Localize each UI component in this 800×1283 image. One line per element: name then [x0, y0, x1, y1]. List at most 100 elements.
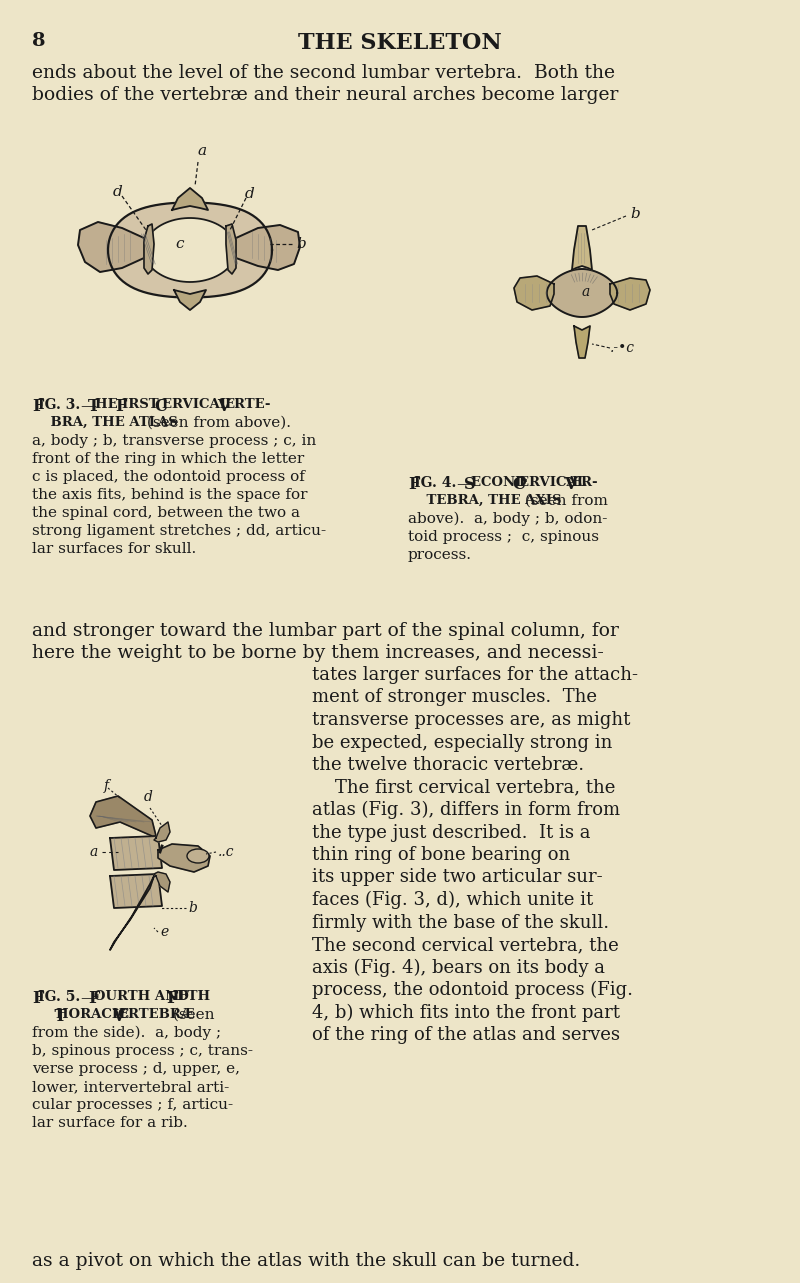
Polygon shape [78, 222, 144, 272]
Text: toid process ;  c, spinous: toid process ; c, spinous [408, 530, 599, 544]
Text: a: a [582, 285, 590, 299]
Text: 4, b) which fits into the front part: 4, b) which fits into the front part [312, 1003, 620, 1021]
Polygon shape [572, 226, 592, 269]
Polygon shape [514, 276, 554, 310]
Text: ERTE-: ERTE- [224, 398, 270, 411]
Text: .-•c: .-•c [610, 341, 635, 355]
Text: c: c [176, 237, 184, 251]
Text: ment of stronger muscles.  The: ment of stronger muscles. The [312, 689, 597, 707]
Text: ERVICAL: ERVICAL [519, 476, 590, 489]
Text: be expected, especially strong in: be expected, especially strong in [312, 734, 612, 752]
Text: T: T [88, 398, 100, 414]
Text: e: e [160, 925, 168, 939]
Text: F: F [166, 990, 178, 1007]
Text: the type just described.  It is a: the type just described. It is a [312, 824, 590, 842]
Text: IG. 5.: IG. 5. [38, 990, 80, 1005]
Text: S: S [464, 476, 475, 493]
Text: F: F [115, 398, 126, 414]
Polygon shape [174, 290, 206, 310]
Text: T: T [32, 1008, 66, 1025]
Text: (seen from: (seen from [520, 494, 608, 508]
Text: F: F [32, 398, 43, 414]
Text: V: V [564, 476, 576, 493]
Text: The second cervical vertebra, the: The second cervical vertebra, the [312, 937, 618, 955]
Text: lower, intervertebral arti-: lower, intervertebral arti- [32, 1080, 230, 1094]
Text: a: a [198, 144, 206, 158]
Text: —: — [80, 990, 96, 1007]
Text: b: b [630, 207, 640, 221]
Polygon shape [154, 872, 170, 892]
Text: transverse processes are, as might: transverse processes are, as might [312, 711, 630, 729]
Text: (seen: (seen [168, 1008, 214, 1023]
Text: ERTEBRÆ: ERTEBRÆ [118, 1008, 194, 1021]
Text: process, the odontoid process (Fig.: process, the odontoid process (Fig. [312, 981, 633, 999]
Text: firmly with the base of the skull.: firmly with the base of the skull. [312, 913, 609, 931]
Text: ECOND: ECOND [471, 476, 531, 489]
Text: lar surfaces for skull.: lar surfaces for skull. [32, 541, 196, 556]
Text: b, spinous process ; c, trans-: b, spinous process ; c, trans- [32, 1044, 253, 1058]
Polygon shape [158, 844, 210, 872]
Text: d: d [113, 185, 123, 199]
Text: c is placed, the odontoid process of: c is placed, the odontoid process of [32, 470, 305, 484]
Text: d: d [143, 790, 153, 804]
Text: ends about the level of the second lumbar vertebra.  Both the: ends about the level of the second lumba… [32, 64, 615, 82]
Polygon shape [610, 278, 650, 310]
Text: process.: process. [408, 548, 472, 562]
Text: 8: 8 [32, 32, 46, 50]
Text: atlas (Fig. 3), differs in form from: atlas (Fig. 3), differs in form from [312, 801, 620, 820]
Text: a: a [90, 845, 98, 860]
Text: V: V [112, 1008, 124, 1025]
Text: as a pivot on which the atlas with the skull can be turned.: as a pivot on which the atlas with the s… [32, 1252, 580, 1270]
Text: lar surface for a rib.: lar surface for a rib. [32, 1116, 188, 1130]
Text: faces (Fig. 3, d), which unite it: faces (Fig. 3, d), which unite it [312, 890, 594, 910]
Text: of the ring of the atlas and serves: of the ring of the atlas and serves [312, 1026, 620, 1044]
Text: bodies of the vertebræ and their neural arches become larger: bodies of the vertebræ and their neural … [32, 86, 618, 104]
Text: the axis fits, behind is the space for: the axis fits, behind is the space for [32, 488, 307, 502]
Text: and stronger toward the lumbar part of the spinal column, for: and stronger toward the lumbar part of t… [32, 622, 619, 640]
Text: thin ring of bone bearing on: thin ring of bone bearing on [312, 845, 570, 863]
Text: C: C [512, 476, 525, 493]
Text: the twelve thoracic vertebræ.: the twelve thoracic vertebræ. [312, 756, 584, 774]
Text: HE: HE [95, 398, 122, 411]
Text: (seen from above).: (seen from above). [142, 416, 291, 430]
Text: b: b [296, 237, 306, 251]
Polygon shape [574, 326, 590, 358]
Polygon shape [144, 225, 154, 275]
Ellipse shape [187, 849, 209, 863]
Text: its upper side two articular sur-: its upper side two articular sur- [312, 869, 602, 887]
Text: —: — [456, 476, 472, 493]
Text: cular processes ; f, articu-: cular processes ; f, articu- [32, 1098, 233, 1112]
Text: ER-: ER- [571, 476, 598, 489]
Text: strong ligament stretches ; dd, articu-: strong ligament stretches ; dd, articu- [32, 523, 326, 538]
Text: BRA, THE ATLAS: BRA, THE ATLAS [32, 416, 178, 429]
Text: b: b [188, 901, 197, 915]
Text: V: V [217, 398, 230, 414]
Text: C: C [154, 398, 166, 414]
Text: a, body ; b, transverse process ; c, in: a, body ; b, transverse process ; c, in [32, 434, 316, 448]
Text: IRST: IRST [122, 398, 163, 411]
Polygon shape [172, 189, 208, 210]
Text: HORACIC: HORACIC [56, 1008, 134, 1021]
Polygon shape [110, 837, 162, 870]
Text: f: f [103, 779, 109, 793]
Text: axis (Fig. 4), bears on its body a: axis (Fig. 4), bears on its body a [312, 958, 605, 976]
Text: above).  a, body ; b, odon-: above). a, body ; b, odon- [408, 512, 607, 526]
Text: F: F [88, 990, 99, 1007]
Text: IG. 3.: IG. 3. [38, 398, 80, 412]
Text: ..c: ..c [218, 845, 234, 860]
Polygon shape [226, 225, 236, 275]
Polygon shape [110, 876, 154, 949]
Text: d: d [245, 187, 255, 201]
Polygon shape [110, 874, 162, 908]
Text: here the weight to be borne by them increases, and necessi-: here the weight to be borne by them incr… [32, 644, 604, 662]
Text: front of the ring in which the letter: front of the ring in which the letter [32, 452, 304, 466]
Polygon shape [236, 225, 300, 269]
Text: IFTH: IFTH [172, 990, 210, 1003]
Text: F: F [408, 476, 419, 493]
Polygon shape [154, 822, 170, 842]
Text: from the side).  a, body ;: from the side). a, body ; [32, 1026, 221, 1041]
Text: verse process ; d, upper, e,: verse process ; d, upper, e, [32, 1062, 240, 1076]
Text: ERVICAL: ERVICAL [162, 398, 234, 411]
Polygon shape [108, 203, 272, 298]
Text: OURTH AND: OURTH AND [94, 990, 194, 1003]
